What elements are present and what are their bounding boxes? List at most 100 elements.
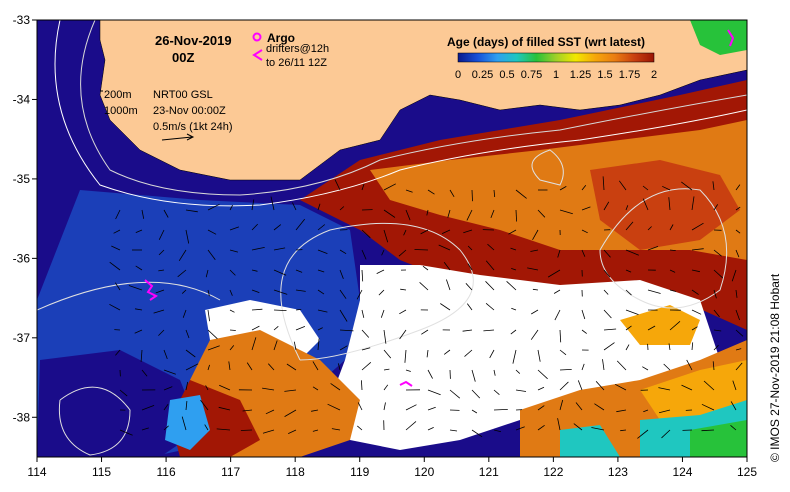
velocity-vector (701, 429, 715, 432)
velocity-vector (185, 363, 199, 371)
x-tick-label: 119 (350, 465, 369, 479)
velocity-vector (327, 403, 341, 411)
velocity-vector (713, 329, 722, 332)
velocity-vector (438, 244, 451, 251)
velocity-vector (713, 249, 722, 257)
region-se-green (690, 420, 747, 457)
velocity-vector (647, 226, 652, 231)
region-no-data (330, 265, 720, 450)
velocity-vector (207, 345, 220, 351)
velocity-vector (265, 409, 275, 415)
velocity-vector (508, 229, 517, 235)
velocity-vector (603, 269, 611, 278)
velocity-vector (559, 399, 564, 411)
velocity-vector (141, 405, 155, 411)
velocity-vector (669, 269, 676, 273)
velocity-vector (268, 363, 275, 371)
colorbar-tick-label: 1 (553, 69, 559, 81)
velocity-vector (427, 189, 435, 195)
velocity-vector (669, 320, 681, 331)
velocity-vector (383, 229, 389, 243)
velocity-vector (557, 418, 561, 431)
velocity-vector (637, 429, 649, 439)
velocity-vector (262, 429, 275, 434)
velocity-vector (493, 389, 500, 396)
velocity-vector (273, 269, 287, 276)
velocity-vector (163, 369, 176, 375)
velocity-vector (185, 209, 198, 213)
y-tick-label: -36 (13, 251, 31, 265)
velocity-vector (119, 429, 133, 436)
velocity-vector (618, 180, 627, 191)
velocity-vector (603, 249, 611, 258)
plot-frame (36, 19, 748, 458)
map-field (37, 20, 747, 457)
velocity-vector (109, 261, 121, 271)
velocity-vector (400, 288, 407, 291)
time-label: 00Z (172, 50, 194, 65)
isobath-200m (80, 20, 747, 196)
sea-level-time: 23-Nov 00:00Z (153, 105, 226, 117)
velocity-vector (405, 369, 411, 372)
velocity-vector (361, 309, 365, 318)
velocity-vector (205, 269, 209, 278)
velocity-vector (559, 349, 567, 356)
velocity-vector (537, 386, 545, 391)
land-corner-data (690, 20, 747, 55)
x-tick-label: 118 (286, 465, 305, 479)
velocity-vector (669, 249, 676, 251)
velocity-vector (135, 265, 143, 271)
velocity-vector (405, 189, 413, 193)
velocity-vector (485, 260, 495, 271)
velocity-vector (537, 209, 546, 218)
velocity-vector (229, 226, 240, 231)
velocity-vector (581, 249, 586, 257)
velocity-vector (471, 189, 473, 202)
velocity-vector (311, 409, 319, 412)
velocity-vector (625, 309, 639, 315)
velocity-vector (691, 309, 702, 315)
velocity-vector (731, 269, 737, 282)
velocity-vector (616, 360, 627, 371)
velocity-vector (625, 221, 634, 231)
y-axis: -33 -34 -35 -36 -37 -38 (13, 13, 37, 424)
velocity-vector (317, 269, 325, 273)
x-tick-label: 125 (737, 465, 757, 479)
region-yellow-patch (620, 305, 700, 345)
velocity-vector (559, 329, 562, 343)
velocity-vector (493, 369, 496, 376)
velocity-vector (420, 229, 429, 235)
velocity-vector (490, 209, 495, 219)
velocity-vector (361, 249, 367, 260)
vector-scale-label: 0.5m/s (1kt 24h) (153, 121, 232, 133)
velocity-vector (668, 343, 671, 351)
drifters-period: to 26/11 12Z (266, 57, 327, 69)
velocity-vector (681, 384, 693, 391)
velocity-vector (465, 283, 473, 291)
velocity-vector (658, 387, 671, 391)
velocity-vector (449, 189, 455, 198)
velocity-vector (339, 345, 348, 351)
velocity-vector (691, 269, 700, 273)
velocity-vector (462, 329, 473, 332)
drifter-track-1 (144, 279, 158, 301)
velocity-vector (163, 386, 173, 391)
velocity-vector (273, 309, 287, 311)
velocity-vector (361, 183, 365, 191)
velocity-vectors (109, 176, 744, 439)
velocity-vector (713, 204, 719, 211)
velocity-vector (293, 341, 297, 351)
velocity-vector (575, 402, 583, 411)
argo-label: Argo (267, 31, 295, 45)
velocity-vector (559, 209, 573, 215)
velocity-vector (163, 425, 169, 431)
velocity-vector (292, 202, 297, 211)
velocity-vector (185, 229, 190, 244)
ssh-contour-5 (37, 281, 221, 311)
velocity-vector (339, 289, 347, 299)
velocity-vector (381, 249, 385, 256)
velocity-vector (647, 325, 656, 331)
x-tick-label: 122 (543, 465, 563, 479)
x-tick-label: 123 (608, 465, 628, 479)
velocity-vector (713, 344, 719, 351)
